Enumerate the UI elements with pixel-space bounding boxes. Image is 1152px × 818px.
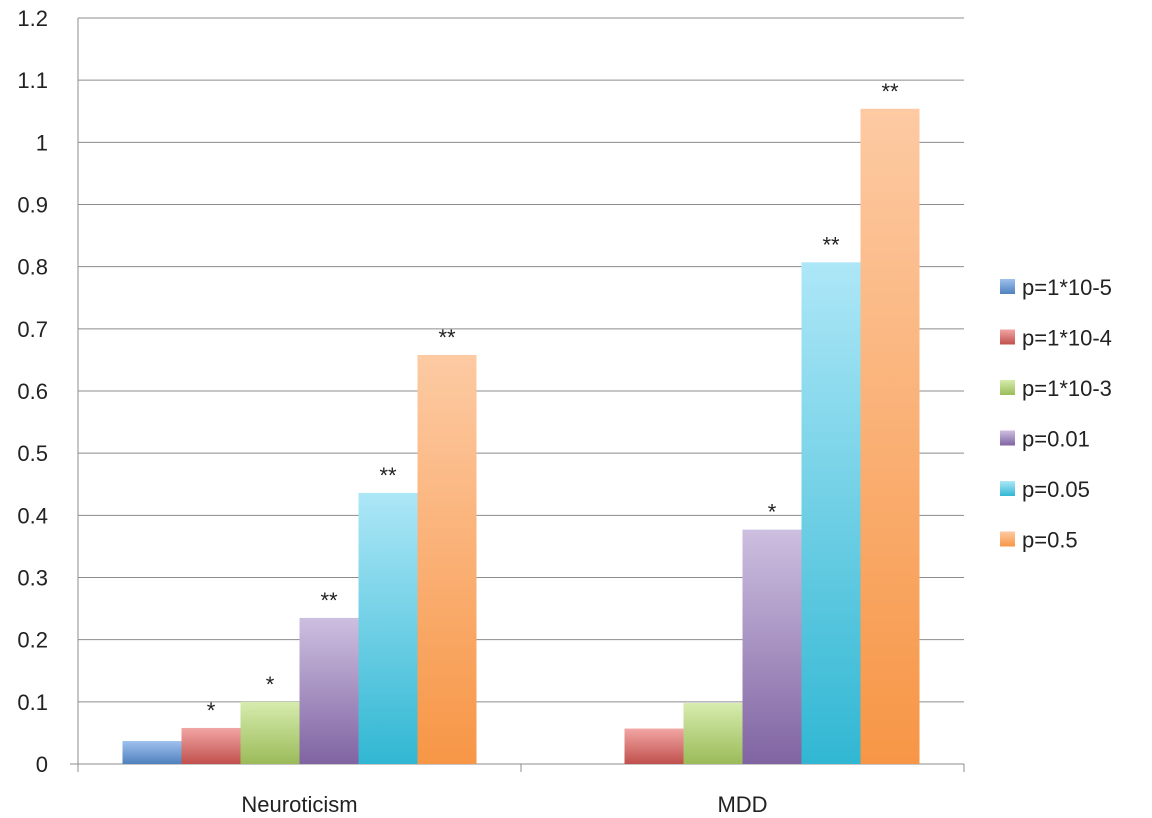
- bar: [860, 108, 920, 765]
- legend-label: p=0.5: [1022, 528, 1078, 553]
- bar: [358, 492, 418, 764]
- y-tick-label: 0: [36, 752, 48, 777]
- bar: [122, 740, 182, 764]
- significance-label: **: [438, 325, 456, 350]
- bar: [417, 354, 477, 764]
- y-tick-label: 1: [36, 130, 48, 155]
- bar: [683, 703, 743, 764]
- legend-label: p=0.05: [1022, 477, 1090, 502]
- legend: p=1*10-5 p=1*10-4 p=1*10-3 p=0.01 p=0.05 p=0.…: [1000, 275, 1112, 553]
- y-tick-label: 0.1: [17, 690, 48, 715]
- legend-swatch: [1000, 481, 1015, 496]
- legend-swatch: [1000, 380, 1015, 395]
- y-tick-label: 0.6: [17, 379, 48, 404]
- significance-label: **: [881, 79, 899, 104]
- significance-label: *: [768, 500, 777, 525]
- y-tick-label: 0.3: [17, 566, 48, 591]
- bar: [299, 617, 359, 764]
- y-tick-label: 0.9: [17, 193, 48, 218]
- significance-label: *: [266, 672, 275, 697]
- x-category-label: Neuroticism: [241, 792, 357, 817]
- y-tick-label: 0.8: [17, 255, 48, 280]
- significance-label: **: [320, 588, 338, 613]
- labels: 00.10.20.30.40.50.60.70.80.911.11.2*****…: [17, 6, 899, 817]
- bar: [742, 529, 802, 764]
- y-tick-label: 0.2: [17, 628, 48, 653]
- legend-swatch: [1000, 430, 1015, 446]
- legend-swatch: [1000, 279, 1015, 294]
- legend-label: p=1*10-3: [1022, 376, 1112, 401]
- bars: [122, 108, 920, 765]
- y-tick-label: 0.4: [17, 503, 48, 528]
- legend-label: p=1*10-4: [1022, 326, 1112, 351]
- bar: [801, 262, 861, 764]
- significance-label: *: [207, 698, 216, 723]
- x-category-label: MDD: [717, 792, 767, 817]
- y-tick-label: 1.1: [17, 68, 48, 93]
- bar: [240, 701, 300, 764]
- legend-swatch: [1000, 531, 1015, 547]
- grid-lines: [78, 17, 964, 703]
- legend-swatch: [1000, 329, 1015, 345]
- legend-label: p=0.01: [1022, 427, 1090, 452]
- bar: [624, 728, 684, 764]
- y-tick-label: 1.2: [17, 6, 48, 31]
- significance-label: **: [379, 463, 397, 488]
- y-tick-label: 0.7: [17, 317, 48, 342]
- y-tick-label: 0.5: [17, 441, 48, 466]
- significance-label: **: [822, 232, 840, 257]
- bar: [181, 727, 241, 764]
- legend-label: p=1*10-5: [1022, 275, 1112, 300]
